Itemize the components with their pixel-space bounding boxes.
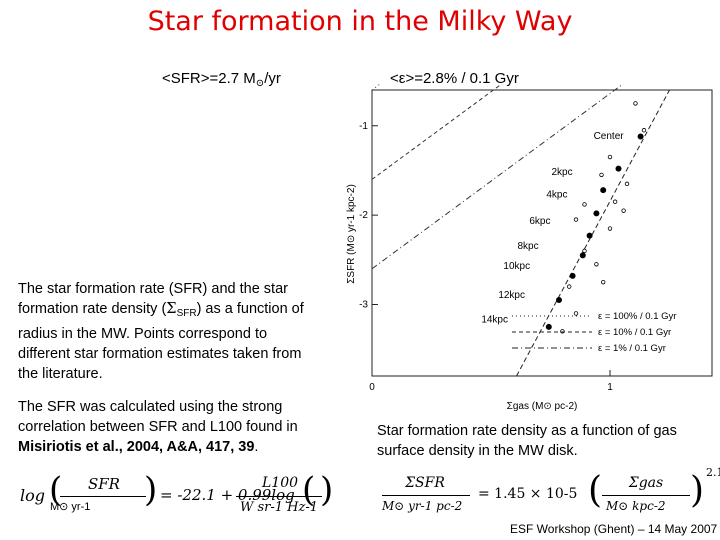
left-paren-3: ( (588, 470, 603, 511)
radius-label: 8kpc (517, 241, 538, 252)
sfr-description-text-a: The star formation rate (SFR) and the st… (18, 281, 288, 317)
equation-middle: = -22.1 + 0.99log (160, 486, 295, 504)
reference-citation: Misiriotis et al., 2004, A&A, 417, 39 (18, 439, 255, 455)
data-point (582, 202, 587, 207)
chart-caption: Star formation rate density as a functio… (377, 423, 677, 459)
data-point (545, 323, 552, 330)
radius-label: 2kpc (551, 167, 572, 178)
data-point (593, 210, 600, 217)
sigma-symbol: Σ (166, 301, 177, 317)
fraction-bar-3 (382, 495, 470, 496)
y-axis-label: ΣSFR (M⊙ yr-1 kpc-2) (346, 184, 357, 284)
mean-sfr-unit: /yr (264, 70, 281, 87)
data-point (566, 284, 572, 289)
legend: ε = 100% / 0.1 Gyr ε = 10% / 0.1 Gyr ε = 1… (512, 311, 676, 354)
y-tick-label: -2 (359, 210, 368, 221)
efficiency-line (371, 84, 503, 180)
efficiency-lines (371, 84, 670, 377)
data-point (582, 248, 587, 254)
y-tick-label: -3 (359, 300, 368, 311)
data-point (612, 199, 618, 204)
sfr-method-text-end: . (254, 439, 259, 455)
data-point (615, 165, 622, 172)
legend-label: ε = 100% / 0.1 Gyr (598, 311, 676, 322)
legend-label: ε = 10% / 0.1 Gyr (598, 327, 671, 338)
radius-label: 6kpc (529, 216, 550, 227)
radius-label: 12kpc (498, 290, 525, 301)
data-point (637, 133, 644, 140)
equation-sigma-sfr: ΣSFR (405, 475, 445, 491)
right-paren-1: ) (144, 470, 158, 510)
right-paren-2: ) (320, 470, 334, 510)
fraction-bar-4 (602, 495, 690, 496)
data-point (573, 217, 579, 222)
fraction-bar-2 (236, 496, 322, 497)
schmidt-law-equation: ΣSFR M⊙ yr-1 pc-2 = 1.45 × 10-5 ( Σgas M… (382, 466, 720, 520)
data-point (607, 226, 613, 231)
efficiency-line (371, 84, 624, 270)
equation-exponent: 2.18 (706, 466, 720, 479)
data-points (545, 101, 647, 334)
equation-sigma-gas: Σgas (628, 475, 664, 491)
fit-line (516, 89, 670, 377)
data-point (586, 232, 593, 239)
sun-symbol-icon: ⊙ (255, 78, 265, 89)
left-paren-1: ( (49, 470, 63, 510)
mean-sfr-text: <SFR>=2.7 M (162, 70, 256, 87)
fraction-bar-1 (60, 496, 146, 497)
data-point (560, 329, 565, 334)
data-point (601, 279, 606, 285)
x-tick-label: 1 (607, 382, 613, 393)
data-point (621, 208, 626, 213)
y-tick-label: -1 (359, 121, 368, 132)
left-paren-2: ( (302, 470, 316, 510)
data-point (624, 181, 630, 187)
sfr-description-text-b: ) as a function of radius in the MW. Poi… (18, 301, 304, 382)
x-tick-label: 0 (369, 382, 375, 393)
radius-label: 14kpc (481, 314, 508, 325)
sfr-l100-equation: log ( SFR M⊙ yr-1 ) = -22.1 + 0.99log ( … (20, 470, 334, 520)
efficiency-line (371, 84, 381, 91)
right-paren-3: ) (690, 470, 705, 511)
equation-coefficient: = 1.45 × 10-5 (478, 486, 578, 502)
data-point (579, 252, 586, 259)
data-point (607, 154, 613, 160)
equation-units-2: W sr-1 Hz-1 (240, 500, 319, 515)
radius-label: 10kpc (503, 261, 530, 272)
equation-log-1: log (20, 486, 45, 505)
data-point (633, 101, 638, 106)
axis-ticks: 012-1-2-3 (359, 121, 613, 393)
data-point (555, 297, 562, 304)
equation-l100-numerator: L100 (261, 475, 299, 491)
x-axis-label: Σgas (M⊙ pc-2) (507, 401, 578, 412)
equation-denominator-1: M⊙ yr-1 pc-2 (382, 499, 463, 513)
radius-labels: Center 2kpc 4kpc 6kpc 8kpc 10kpc 12kpc 14kpc (481, 131, 624, 325)
data-point (569, 272, 576, 279)
sigma-subscript: SFR (176, 308, 197, 319)
footer-text: ESF Workshop (Ghent) – 14 May 2007 (510, 522, 718, 536)
sfr-method-text: The SFR was calculated using the strong … (18, 397, 318, 457)
radius-label: 4kpc (546, 189, 567, 200)
equation-denominator-2: M⊙ kpc-2 (606, 499, 666, 513)
sfr-density-chart: 012-1-2-3 Center2kpc4kpc6kpc8kpc10kpc12k… (346, 84, 713, 412)
data-point (641, 128, 647, 133)
data-point (600, 187, 607, 194)
data-point (599, 172, 604, 178)
equation-sfr-numerator: SFR (88, 475, 120, 493)
sfr-method-text-a: The SFR was calculated using the strong … (18, 399, 298, 435)
sfr-description: The star formation rate (SFR) and the st… (18, 279, 318, 384)
slide-title: Star formation in the Milky Way (147, 6, 573, 37)
legend-label: ε = 1% / 0.1 Gyr (598, 343, 666, 354)
radius-label: Center (594, 131, 625, 142)
plot-frame (371, 89, 713, 377)
data-point (573, 311, 579, 316)
data-point (594, 262, 599, 267)
mean-sfr-label: <SFR>=2.7 M⊙/yr (162, 70, 281, 89)
mean-efficiency-label: <ε>=2.8% / 0.1 Gyr (390, 70, 519, 87)
equation-units-1: M⊙ yr-1 (50, 501, 91, 513)
